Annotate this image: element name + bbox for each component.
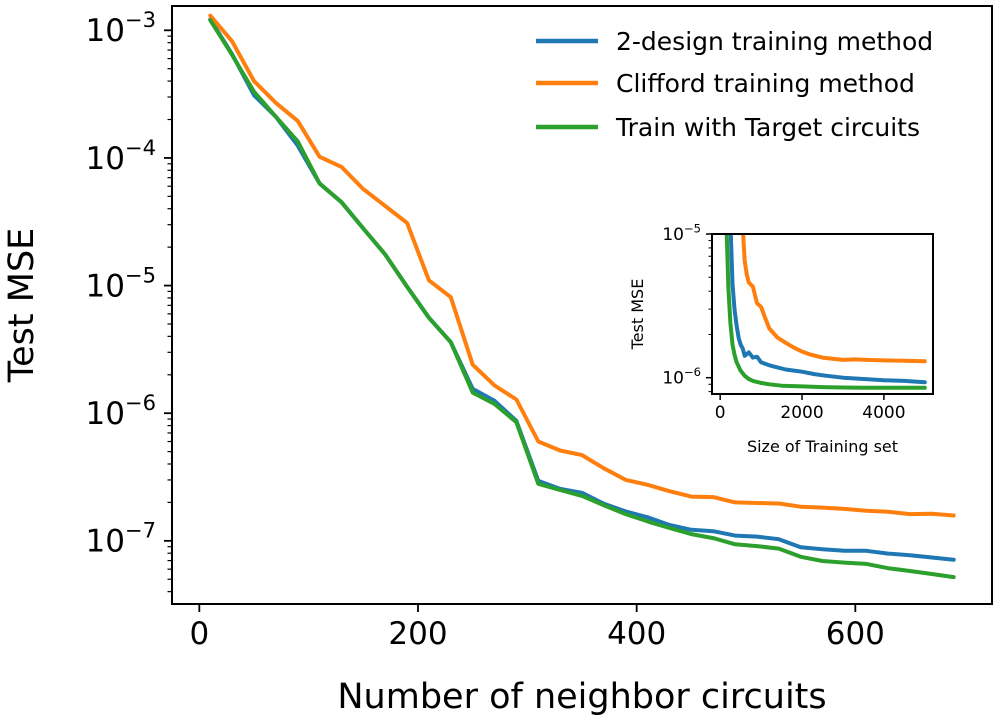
legend-label: Clifford training method bbox=[616, 69, 915, 98]
x-tick-label: 200 bbox=[388, 616, 447, 652]
series-line-2 bbox=[208, 13, 956, 518]
y-minor-ticks bbox=[708, 240, 712, 393]
legend-label: 2-design training method bbox=[616, 27, 933, 56]
y-tick-label: 10−5 bbox=[662, 221, 701, 245]
series-line-3 bbox=[208, 18, 956, 580]
legend-item-3: Train with Target circuits bbox=[536, 113, 920, 142]
y-tick-label: 10−6 bbox=[85, 390, 156, 432]
y-tick-label: 10−5 bbox=[85, 262, 156, 304]
y-axis-title: Test MSE bbox=[628, 279, 647, 351]
series-line-2 bbox=[741, 234, 927, 364]
x-axis-title: Size of Training set bbox=[747, 437, 898, 456]
x-tick-label: 4000 bbox=[862, 403, 905, 423]
y-tick-label: 10−4 bbox=[85, 135, 156, 177]
inset-chart: 0 2000 4000 10−5 10−6 Size of Training set Tes… bbox=[628, 221, 934, 456]
legend-item-1: 2-design training method bbox=[536, 27, 933, 56]
x-tick-label: 2000 bbox=[780, 403, 823, 423]
x-tick-label: 0 bbox=[715, 403, 726, 423]
x-tick-label: 0 bbox=[189, 616, 209, 652]
series-line-1 bbox=[728, 234, 927, 385]
series-lines bbox=[724, 234, 927, 390]
main-chart: 0 200 400 600 10−3 10−4 10−5 10−6 10−7 Number of … bbox=[2, 5, 993, 717]
legend-item-2: Clifford training method bbox=[536, 69, 915, 98]
x-tick-label: 600 bbox=[826, 616, 885, 652]
x-axis-title: Number of neighbor circuits bbox=[337, 677, 826, 717]
y-tick-label: 10−7 bbox=[85, 518, 156, 560]
series-line-3 bbox=[724, 234, 927, 390]
series-lines bbox=[208, 13, 956, 580]
legend: 2-design training method Clifford trainin… bbox=[536, 27, 933, 142]
legend-label: Train with Target circuits bbox=[615, 113, 920, 142]
plot-frame bbox=[711, 233, 934, 395]
y-minor-ticks bbox=[167, 35, 172, 593]
y-axis-title: Test MSE bbox=[2, 228, 42, 384]
y-tick-label: 10−3 bbox=[85, 7, 156, 49]
y-tick-label: 10−6 bbox=[662, 365, 701, 389]
x-tick-label: 400 bbox=[607, 616, 666, 652]
